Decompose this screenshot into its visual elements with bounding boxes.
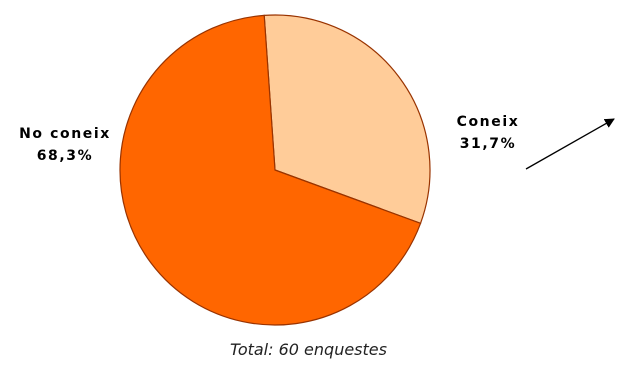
- slice-label-no-coneix: No coneix 68,3%: [5, 123, 125, 167]
- total-caption: Total: 60 enquestes: [230, 340, 387, 359]
- pie-slice-coneix: [263, 14, 431, 225]
- pie-slices: [119, 14, 431, 326]
- pie-slice-no-coneix: [119, 14, 422, 326]
- slice-value-no-coneix: 68,3%: [36, 148, 94, 164]
- slice-name-no-coneix: No coneix: [19, 126, 111, 142]
- slice-label-coneix: Coneix 31,7%: [428, 111, 548, 155]
- slice-value-coneix: 31,7%: [459, 136, 517, 152]
- pointer-arrow: [525, 118, 615, 170]
- slice-name-coneix: Coneix: [456, 114, 520, 130]
